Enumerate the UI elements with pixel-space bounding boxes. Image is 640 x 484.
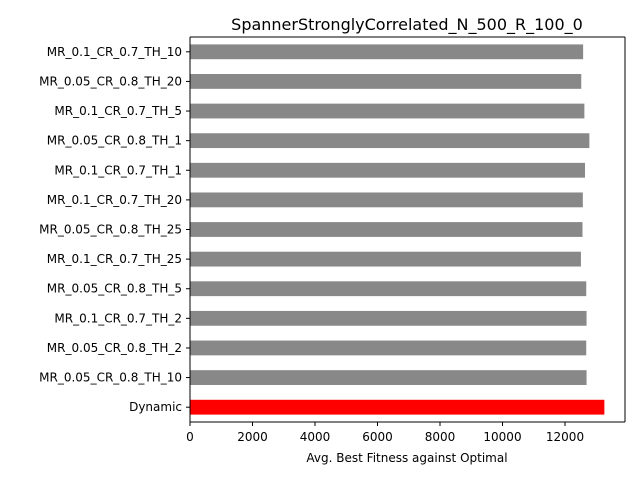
bar-8 — [190, 281, 587, 297]
y-tick-label: MR_0.05_CR_0.8_TH_25 — [39, 223, 182, 237]
bar-9 — [190, 310, 587, 326]
bar-6 — [190, 222, 583, 237]
bar-2 — [190, 103, 585, 119]
x-tick-label: 4000 — [300, 430, 331, 444]
bar-0 — [190, 44, 584, 60]
y-tick-label: MR_0.05_CR_0.8_TH_5 — [47, 282, 182, 296]
bar-1 — [190, 74, 582, 89]
bar-5 — [190, 192, 583, 208]
chart-title: SpannerStronglyCorrelated_N_500_R_100_0 — [231, 15, 583, 35]
x-tick-label: 10000 — [483, 430, 521, 444]
y-tick-label: MR_0.05_CR_0.8_TH_20 — [39, 74, 182, 88]
bar-12 — [190, 399, 605, 415]
y-tick-label: MR_0.05_CR_0.8_TH_1 — [47, 134, 182, 148]
x-tick-label: 8000 — [425, 430, 456, 444]
y-tick-label: MR_0.1_CR_0.7_TH_1 — [54, 163, 182, 177]
y-tick-label: MR_0.05_CR_0.8_TH_10 — [39, 371, 182, 385]
y-tick-label: MR_0.1_CR_0.7_TH_5 — [54, 104, 182, 118]
bar-10 — [190, 340, 587, 356]
bars-group — [190, 44, 605, 415]
x-axis-ticks: 0 2000 4000 6000 8000 10000 12000 — [186, 422, 584, 444]
y-tick-label: Dynamic — [129, 400, 182, 414]
x-tick-label: 6000 — [362, 430, 393, 444]
y-tick-label: MR_0.05_CR_0.8_TH_2 — [47, 341, 182, 355]
y-axis-ticks: MR_0.1_CR_0.7_TH_10 MR_0.05_CR_0.8_TH_20 M… — [39, 45, 190, 414]
bar-7 — [190, 251, 581, 267]
x-tick-label: 0 — [186, 430, 194, 444]
x-axis-label: Avg. Best Fitness against Optimal — [306, 451, 507, 465]
y-tick-label: MR_0.1_CR_0.7_TH_10 — [47, 45, 182, 59]
y-tick-label: MR_0.1_CR_0.7_TH_20 — [47, 193, 182, 207]
y-tick-label: MR_0.1_CR_0.7_TH_2 — [54, 311, 182, 325]
x-tick-label: 2000 — [237, 430, 268, 444]
y-tick-label: MR_0.1_CR_0.7_TH_25 — [47, 252, 182, 266]
x-tick-label: 12000 — [546, 430, 584, 444]
bar-3 — [190, 133, 590, 149]
bar-11 — [190, 370, 587, 385]
bar-4 — [190, 162, 585, 178]
